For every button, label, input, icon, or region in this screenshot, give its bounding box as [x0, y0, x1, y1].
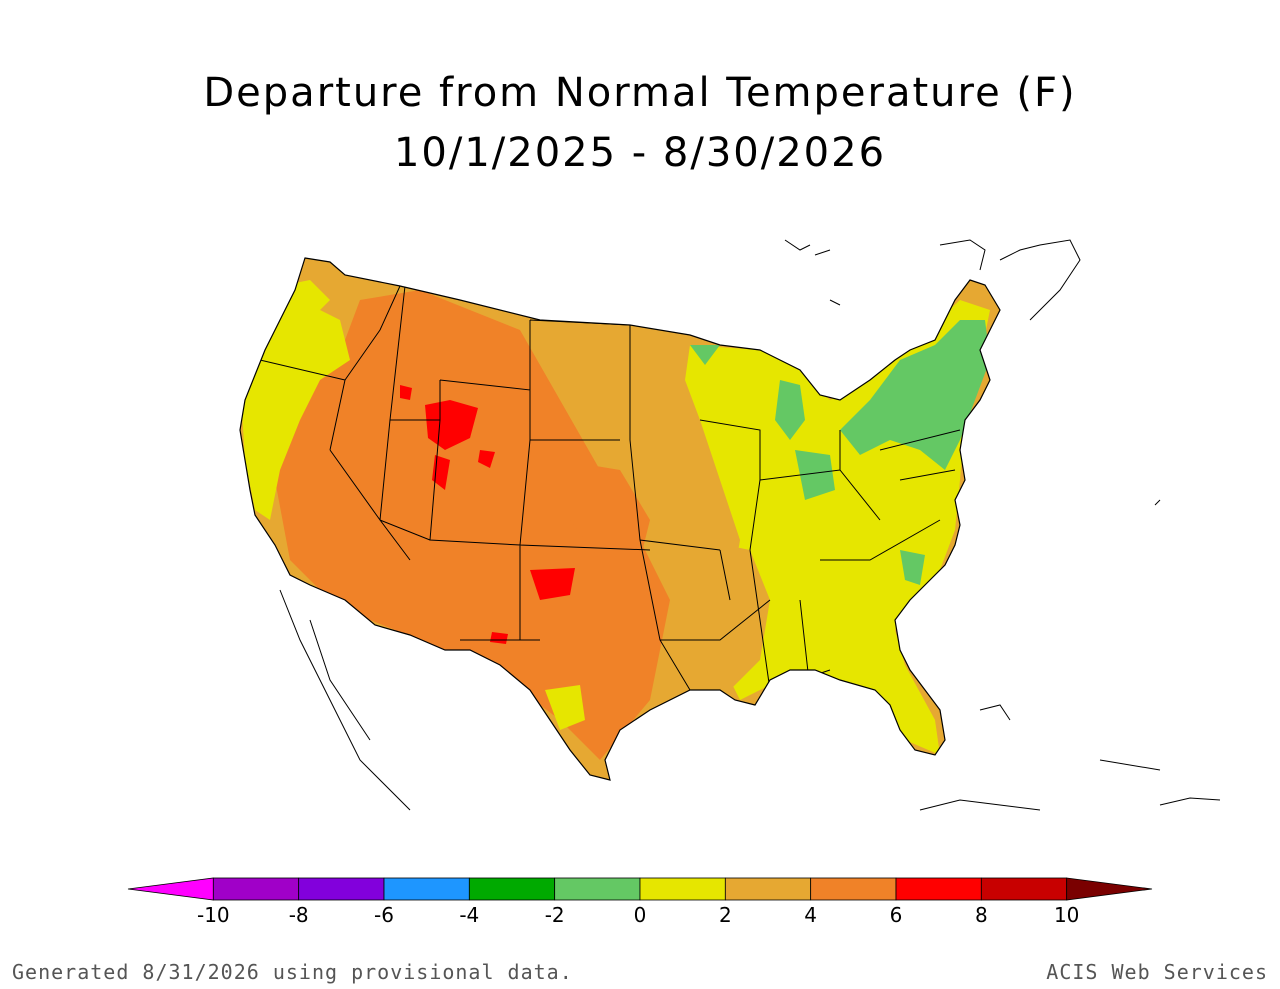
fill-4-to-6-plains [560, 460, 650, 560]
fill-neg2-to-0-michigan [775, 380, 805, 440]
fill-neg2-to-0-lake-superior [690, 345, 720, 365]
map-date-range: 10/1/2025 - 8/30/2026 [393, 130, 887, 176]
legend-swatch [127, 877, 214, 901]
legend-tick-label: -8 [289, 903, 309, 927]
legend-tick-label: -6 [374, 903, 394, 927]
legend-swatch [468, 877, 556, 901]
fill-2-to-4-lower-mississippi [690, 540, 770, 690]
fill-neg2-to-0-northeast [840, 320, 990, 470]
legend-tick-label: 0 [634, 903, 647, 927]
legend-tick-label: 2 [719, 903, 732, 927]
legend-swatch [724, 877, 812, 901]
footer-generated-note: Generated 8/31/2026 using provisional da… [12, 960, 573, 984]
legend-swatch [212, 877, 300, 901]
legend-tick-label: -10 [197, 903, 230, 927]
fill-6-to-8-idaho [400, 385, 412, 400]
legend-swatch [298, 877, 385, 901]
legend-tick-label: 6 [890, 903, 903, 927]
legend-tick-label: 10 [1054, 903, 1079, 927]
surrounding-coastlines [279, 239, 1221, 811]
legend-swatch [554, 877, 641, 901]
map-title: Departure from Normal Temperature (F) [203, 70, 1077, 116]
legend-swatch [980, 877, 1068, 901]
footer-source: ACIS Web Services [1046, 960, 1268, 984]
fill-0-to-2-south-texas [545, 685, 585, 730]
legend-tick-label: 4 [804, 903, 817, 927]
fill-neg2-to-0-carolinas [900, 550, 925, 585]
fill-6-to-8-new-mexico [530, 568, 575, 600]
legend-swatch [639, 877, 726, 901]
fill-6-to-8-colorado [478, 450, 495, 468]
legend-tick-label: -2 [545, 903, 565, 927]
legend-tick-label: -4 [459, 903, 479, 927]
legend-swatch [895, 877, 982, 901]
legend-swatch [810, 877, 897, 901]
fill-6-to-8-west-texas [490, 632, 508, 644]
fill-0-to-2-west-coast [240, 300, 350, 520]
legend-swatch [1066, 877, 1153, 901]
legend-tick-label: 8 [975, 903, 988, 927]
fill-4-to-6-west [275, 290, 670, 760]
fill-neg2-to-0-ohio [795, 450, 835, 500]
legend-swatch [383, 877, 470, 901]
